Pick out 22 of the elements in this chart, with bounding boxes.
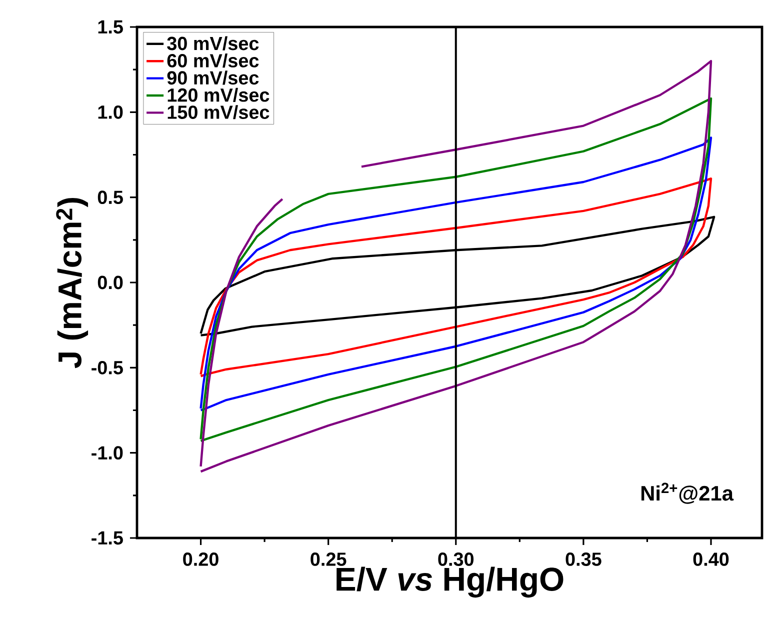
y-tick-label: -1.0	[92, 446, 123, 460]
x-axis-title: E/V vs Hg/HgO	[336, 566, 564, 598]
legend-label: 60 mV/sec	[167, 53, 259, 68]
y-tick-label: 0.5	[98, 190, 123, 204]
y-tick-label: 0.0	[98, 276, 123, 290]
x-tick-label: 0.35	[566, 552, 602, 566]
legend-label: 120 mV/sec	[168, 88, 270, 102]
legend-label: 30 mV/sec	[167, 36, 259, 50]
x-tick-label: 0.25	[310, 552, 346, 566]
legend-label: 150 mV/sec	[168, 105, 270, 120]
annotation: Ni$^{2+}$@21a	[641, 482, 734, 504]
y-tick-label: -1.5	[92, 531, 123, 545]
y-tick-label: 1.5	[98, 20, 123, 34]
y-tick-label: 1.0	[98, 105, 123, 119]
x-tick-label: 0.20	[183, 552, 218, 566]
y-axis-title: J (mA/cm$^{2}$)	[56, 198, 88, 368]
x-tick-label: 0.40	[693, 552, 729, 566]
y-tick-label: -0.5	[92, 360, 123, 374]
line-series	[200, 136, 712, 412]
line-series	[200, 177, 712, 378]
x-tick-label: 0.30	[438, 552, 474, 566]
legend-label: 90 mV/sec	[167, 70, 259, 85]
